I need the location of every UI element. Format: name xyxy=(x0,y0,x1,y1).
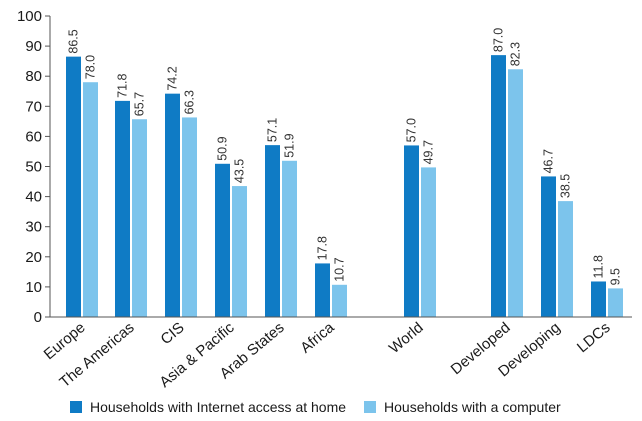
data-label: 51.9 xyxy=(283,133,297,157)
category-label: World xyxy=(386,319,427,357)
bar-computer xyxy=(558,201,573,317)
data-label: 71.8 xyxy=(116,74,130,98)
bar-computer xyxy=(132,119,147,317)
bar-internet-access xyxy=(404,145,419,317)
y-axis-ticks: 0 10 20 30 40 50 60 70 80 90 100 xyxy=(17,8,50,326)
data-label: 11.8 xyxy=(592,255,606,278)
category-label: LDCs xyxy=(574,319,614,356)
y-tick-label: 20 xyxy=(25,249,42,266)
bar-computer xyxy=(332,284,347,317)
bar-computer xyxy=(232,186,247,317)
data-label: 49.7 xyxy=(422,140,436,164)
bar-computer xyxy=(608,288,623,317)
data-labels: 86.578.0 71.865.7 74.266.3 50.943.5 57.151.9… xyxy=(67,28,623,286)
bar-internet-access xyxy=(66,56,81,317)
data-label: 86.5 xyxy=(67,29,81,53)
category-label: Africa xyxy=(297,319,338,357)
y-tick-label: 30 xyxy=(25,219,42,236)
bars xyxy=(66,55,623,318)
data-label: 66.3 xyxy=(183,90,197,114)
data-label: 43.5 xyxy=(233,159,247,183)
y-tick-label: 0 xyxy=(34,309,42,326)
bar-computer xyxy=(282,160,297,317)
legend: Households with Internet access at home … xyxy=(70,399,579,415)
bar-computer xyxy=(421,167,436,317)
y-tick-label: 100 xyxy=(17,8,42,25)
data-label: 57.0 xyxy=(405,118,419,142)
y-tick-label: 50 xyxy=(25,159,42,176)
data-label: 46.7 xyxy=(542,149,556,173)
legend-label-internet: Households with Internet access at home xyxy=(90,399,347,415)
data-label: 9.5 xyxy=(609,268,623,285)
legend-item-computer: Households with a computer xyxy=(364,399,561,415)
data-label: 65.7 xyxy=(133,92,147,116)
bar-internet-access xyxy=(115,100,130,317)
y-tick-label: 40 xyxy=(25,189,42,206)
data-label: 17.8 xyxy=(316,236,330,260)
data-label: 82.3 xyxy=(509,42,523,66)
bar-internet-access xyxy=(215,163,230,317)
bar-internet-access xyxy=(541,176,556,317)
legend-swatch-computer xyxy=(364,401,377,413)
data-label: 78.0 xyxy=(84,55,98,79)
legend-label-computer: Households with a computer xyxy=(384,399,561,415)
legend-item-internet: Households with Internet access at home xyxy=(70,399,346,415)
bar-internet-access xyxy=(491,55,506,317)
data-label: 87.0 xyxy=(492,28,506,52)
data-label: 74.2 xyxy=(166,66,180,90)
data-label: 10.7 xyxy=(333,257,347,281)
y-tick-label: 70 xyxy=(25,98,42,115)
data-label: 38.5 xyxy=(559,174,573,198)
y-tick-label: 90 xyxy=(25,38,42,55)
data-label: 57.1 xyxy=(266,118,280,142)
bar-computer xyxy=(182,117,197,317)
data-label: 50.9 xyxy=(216,136,230,160)
bar-computer xyxy=(508,69,523,317)
legend-swatch-internet xyxy=(70,401,82,413)
category-label: CIS xyxy=(157,319,187,348)
bar-internet-access xyxy=(591,281,606,317)
bar-internet-access xyxy=(265,145,280,317)
bar-internet-access xyxy=(315,263,330,317)
bar-internet-access xyxy=(165,93,180,318)
bar-computer xyxy=(83,82,98,317)
y-tick-label: 80 xyxy=(25,68,42,85)
y-tick-label: 10 xyxy=(25,279,42,296)
y-tick-label: 60 xyxy=(25,128,42,145)
